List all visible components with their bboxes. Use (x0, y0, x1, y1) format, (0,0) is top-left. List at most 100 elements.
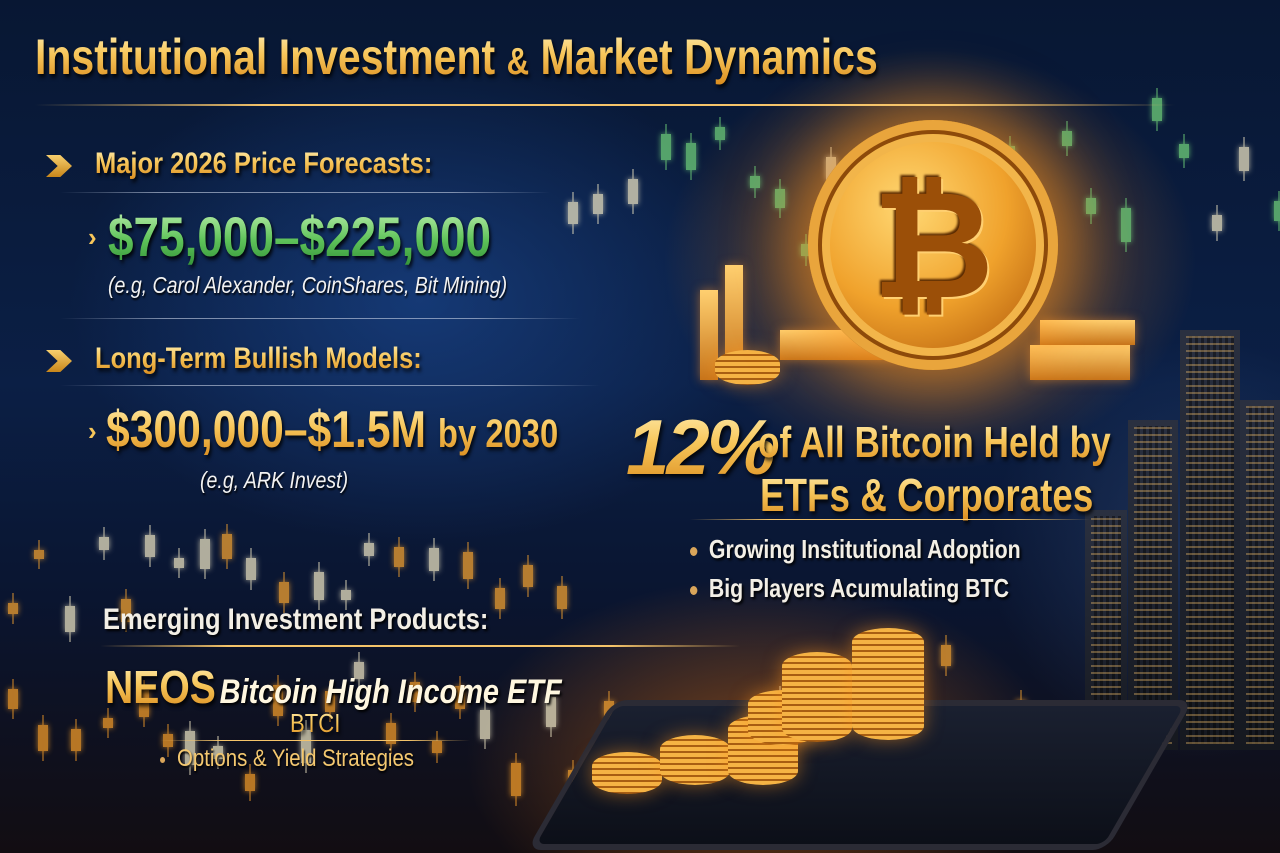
products-heading: Emerging Investment Products: (103, 603, 489, 636)
forecast-range: $75,000–$225,000 (108, 205, 492, 268)
product-ticker: BTCI (290, 708, 341, 738)
skyscraper (1240, 400, 1280, 750)
candlestick-wick (12, 592, 14, 625)
candlestick (545, 686, 556, 738)
candlestick-wick (304, 720, 307, 774)
candlestick-wick (514, 753, 517, 806)
candlestick (37, 714, 48, 761)
candlestick-wick (149, 525, 152, 568)
candlestick-wick (413, 672, 416, 712)
candlestick-wick (458, 676, 461, 720)
candlestick (278, 572, 289, 614)
candlestick (409, 672, 420, 712)
candlestick-wick (189, 720, 192, 776)
holdings-bullet: Big Players Acumulating BTC (690, 573, 1009, 604)
forecast-sources: (e.g, Carol Alexander, CoinShares, Bit M… (108, 272, 508, 298)
candlestick (1061, 120, 1072, 157)
coin-stack (660, 735, 730, 785)
divider (60, 192, 550, 193)
chevron-icon (46, 350, 72, 372)
coin-stack (592, 752, 662, 794)
long-term-range: $300,000–$1.5M by 2030 (106, 401, 559, 459)
candlestick (121, 589, 132, 633)
candlestick (522, 554, 533, 597)
candlestick (245, 548, 256, 590)
candlestick (510, 753, 521, 806)
candlestick (941, 635, 952, 677)
gold-bar (700, 290, 718, 380)
candlestick (245, 764, 256, 801)
title-divider (35, 104, 1175, 106)
long-term-heading: Long-Term Bullish Models: (95, 342, 422, 375)
candlestick-wick (397, 536, 400, 577)
candlestick-wick (1278, 190, 1280, 232)
candlestick (145, 525, 156, 568)
product-name: NEOS Bitcoin High Income ETF (105, 661, 562, 713)
candlestick-wick (754, 166, 757, 198)
candlestick (750, 166, 761, 198)
candlestick-wick (945, 635, 948, 677)
candlestick (185, 720, 196, 776)
candlestick-wick (125, 589, 128, 633)
candlestick-wick (103, 527, 106, 560)
bitcoin-symbol: ₿ (871, 160, 995, 329)
candlestick (212, 736, 223, 770)
candlestick (593, 183, 604, 225)
candlestick-wick (37, 540, 40, 569)
candlestick-wick (597, 183, 600, 225)
skyscraper (1180, 330, 1240, 750)
candlestick (1211, 205, 1222, 241)
candlestick-wick (1065, 120, 1068, 157)
candlestick (1238, 136, 1249, 182)
candlestick (1274, 190, 1280, 232)
divider (60, 385, 600, 386)
candlestick-wick (390, 713, 393, 754)
gold-bar (1030, 345, 1130, 380)
candlestick (70, 719, 81, 762)
divider (160, 740, 470, 741)
candlestick-wick (276, 675, 279, 727)
candlestick (313, 562, 324, 611)
skyscraper (1128, 420, 1178, 750)
candlestick-wick (74, 719, 77, 762)
candlestick-wick (664, 123, 667, 171)
candlestick (800, 233, 811, 267)
candlestick-wick (432, 538, 435, 581)
candlestick (685, 132, 696, 180)
candlestick (65, 595, 76, 643)
bullet-icon (160, 756, 166, 763)
candlestick (568, 192, 578, 235)
gold-bar (1040, 320, 1135, 345)
candlestick (826, 146, 837, 191)
candlestick-wick (317, 562, 320, 611)
candlestick (386, 713, 397, 754)
candlestick (432, 731, 443, 764)
candlestick-wick (216, 736, 219, 770)
candlestick (428, 538, 439, 581)
candlestick (714, 117, 725, 151)
candlestick-wick (1215, 205, 1218, 241)
candlestick (479, 700, 490, 749)
forecasts-heading: Major 2026 Price Forecasts: (95, 147, 433, 180)
candlestick-wick (142, 680, 145, 727)
candlestick-wick (1183, 134, 1186, 169)
candlestick (463, 542, 474, 589)
candlestick (454, 676, 465, 720)
candlestick (1121, 198, 1132, 253)
coin-stack (852, 628, 924, 740)
candlestick-wick (1242, 136, 1245, 182)
candlestick (99, 527, 110, 560)
candlestick (8, 678, 18, 719)
candlestick-wick (689, 132, 692, 180)
candlestick-wick (830, 146, 833, 191)
candlestick-wick (561, 575, 564, 619)
bullet-icon (690, 546, 698, 556)
chevron-right-icon: › (88, 222, 97, 252)
candlestick (774, 178, 785, 219)
candlestick-wick (282, 572, 285, 614)
candlestick-wick (1089, 188, 1092, 224)
coin-stack (782, 652, 852, 742)
page-title: Institutional Investment & Market Dynami… (35, 29, 878, 85)
candlestick-wick (572, 192, 574, 235)
